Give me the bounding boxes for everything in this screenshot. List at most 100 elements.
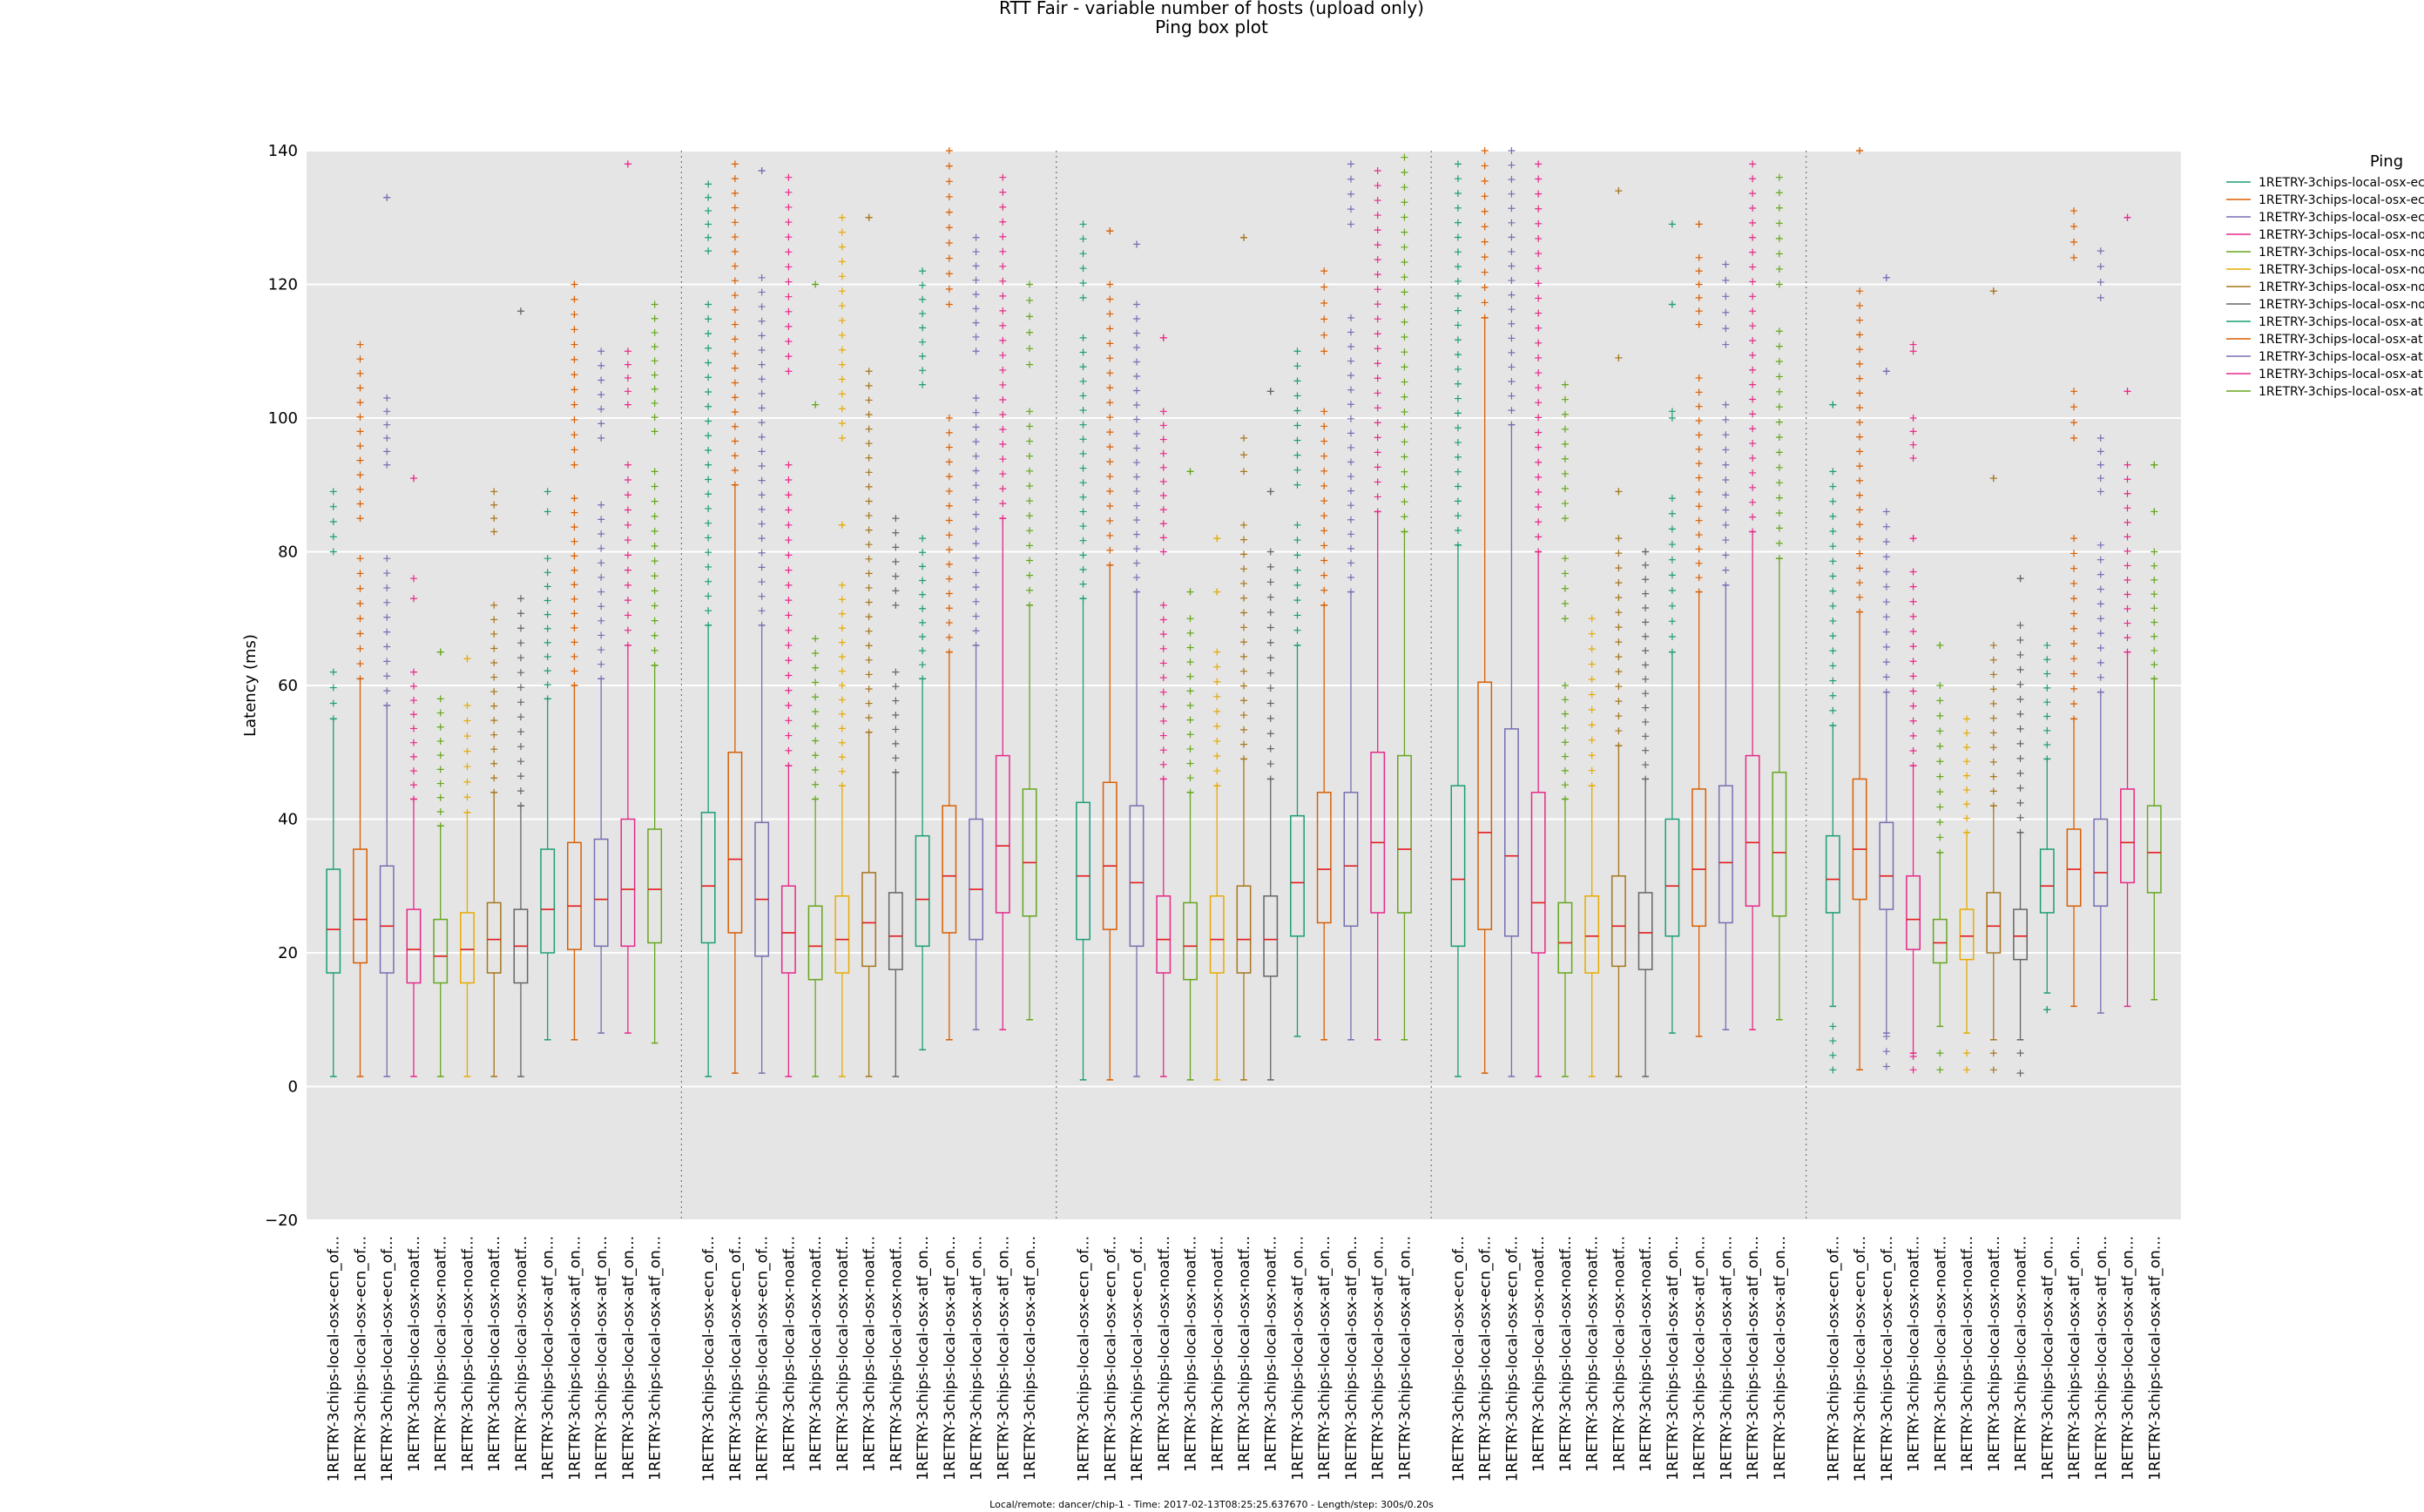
flier-point [383, 193, 391, 201]
flier-point [2151, 591, 2158, 598]
flier-point [1079, 265, 1087, 273]
x-tick-label: 1RETRY-3chips-local-osx-ecn_of... [1102, 1236, 1119, 1482]
flier-point [812, 401, 820, 408]
flier-point [544, 488, 551, 496]
flier-point [865, 598, 873, 606]
flier-point [1856, 579, 1864, 587]
flier-point [383, 570, 391, 577]
flier-point [2097, 263, 2104, 271]
flier-point [463, 808, 471, 816]
flier-point [1588, 766, 1596, 774]
flier-point [1936, 712, 1944, 719]
flier-point [865, 526, 873, 534]
flier-point [1668, 602, 1676, 610]
flier-point [1775, 173, 1783, 181]
flier-point [1561, 753, 1569, 760]
flier-point [1642, 732, 1650, 740]
flier-point [651, 617, 658, 624]
flier-point [2043, 741, 2051, 749]
flier-point [1454, 541, 1462, 549]
flier-point [1535, 294, 1543, 302]
flier-point [490, 688, 498, 696]
flier-point [598, 544, 605, 552]
flier-point [838, 739, 846, 746]
flier-point [705, 563, 712, 570]
flier-point [1775, 342, 1783, 350]
flier-point [812, 708, 820, 716]
flier-point [1133, 488, 1141, 496]
flier-point [999, 307, 1007, 314]
flier-point [624, 461, 631, 469]
x-tick-label: 1RETRY-3chips-local-osx-ecn_of... [754, 1236, 772, 1482]
flier-point [1454, 497, 1462, 505]
flier-point [1989, 714, 1997, 722]
flier-point [865, 440, 873, 448]
box [540, 488, 556, 1041]
flier-point [2151, 548, 2158, 556]
flier-point [1401, 153, 1408, 161]
flier-point [812, 795, 820, 803]
flier-point [1026, 586, 1034, 594]
flier-point [945, 178, 953, 186]
flier-point [356, 369, 364, 377]
flier-point [1856, 360, 1864, 368]
flier-point [2070, 624, 2078, 632]
flier-point [812, 752, 820, 759]
flier-point [1133, 473, 1141, 481]
flier-point [999, 321, 1007, 329]
flier-point [999, 173, 1007, 181]
flier-point [1347, 206, 1354, 213]
flier-point [1401, 438, 1408, 446]
flier-point [838, 610, 846, 618]
box [861, 213, 877, 1077]
flier-point [1668, 510, 1676, 517]
flier-point [1668, 648, 1676, 656]
flier-point [999, 470, 1007, 478]
flier-point [2070, 595, 2078, 603]
box-body [1129, 805, 1144, 948]
flier-point [1320, 571, 1328, 579]
flier-point [1722, 293, 1730, 300]
flier-point [2151, 618, 2158, 626]
flier-point [1535, 369, 1543, 377]
x-tick-label: 1RETRY-3chips-local-osx-ecn_of... [352, 1236, 369, 1482]
legend-label: 1RETRY-3chips-local-osx-ec [2259, 211, 2424, 225]
flier-point [517, 699, 524, 706]
flier-point [1320, 467, 1328, 475]
flier-point [1106, 280, 1114, 288]
flier-point [999, 485, 1007, 493]
flier-point [919, 591, 927, 598]
x-axis-ticks: 1RETRY-3chips-local-osx-ecn_of... 1RETRY-… [326, 1236, 2164, 1482]
x-tick-label: 1RETRY-3chips-local-osx-noatf... [888, 1236, 905, 1472]
flier-point [785, 762, 793, 770]
flier-point [1749, 293, 1757, 300]
flier-point [1481, 268, 1489, 276]
box-body [1290, 814, 1305, 937]
flier-point [1963, 772, 1971, 780]
flier-point [1240, 233, 1247, 241]
flier-point [1374, 256, 1381, 264]
flier-point [1856, 550, 1864, 557]
flier-point [598, 646, 605, 654]
flier-point [2016, 695, 2024, 703]
box [727, 160, 743, 1074]
flier-point [705, 592, 712, 600]
flier-point [2043, 726, 2051, 734]
flier-point [1909, 341, 1917, 348]
box-body [942, 805, 957, 934]
flier-point [2016, 1050, 2024, 1057]
flier-point [544, 624, 551, 632]
y-tick-label: 0 [288, 1078, 298, 1097]
flier-point [2070, 655, 2078, 663]
flier-point [1749, 278, 1757, 286]
flier-point [1374, 508, 1381, 516]
flier-point [1133, 574, 1141, 582]
flier-point [490, 501, 498, 509]
legend-label: 1RETRY-3chips-local-osx-at [2259, 368, 2423, 381]
flier-point [329, 503, 337, 510]
flier-point [1963, 786, 1971, 793]
flier-point [785, 248, 793, 256]
flier-point [2097, 556, 2104, 564]
box-body [861, 872, 877, 968]
